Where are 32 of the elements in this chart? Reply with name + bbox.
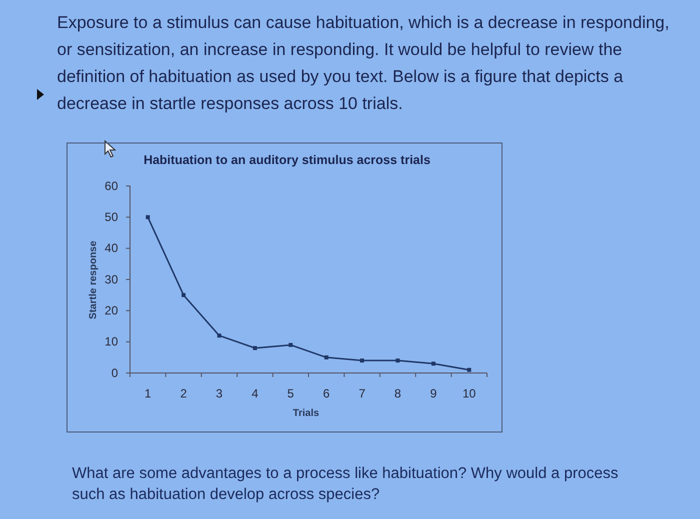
chart-title: Habituation to an auditory stimulus across trials bbox=[144, 153, 430, 167]
point bbox=[396, 358, 400, 363]
point bbox=[360, 358, 364, 363]
point bbox=[217, 334, 222, 338]
y-tick-label: 0 bbox=[111, 366, 118, 380]
x-tick-label: 2 bbox=[180, 386, 188, 401]
y-tick-label: 50 bbox=[104, 210, 118, 224]
text: What are some advantages to a process like habituation? Why would a process such as habituation develop across species? bbox=[72, 465, 618, 503]
point bbox=[467, 368, 472, 372]
y-tick-label: 30 bbox=[104, 272, 118, 286]
text: Exposure to a stimulus can cause habituation, which is a decrease in responding, or sensitization, an increase in responding. It would be helpful to review the definition of habituation as used by you text. Below is a figure that depicts a decrease in startle responses across 10 trials. bbox=[57, 13, 670, 113]
point bbox=[182, 293, 186, 298]
point bbox=[288, 342, 293, 347]
x-tick-label: 7 bbox=[358, 386, 366, 401]
y-tick-label: 10 bbox=[104, 334, 118, 349]
y-tick-label: 20 bbox=[104, 304, 118, 318]
point bbox=[324, 355, 328, 360]
x-tick-label: 6 bbox=[323, 386, 330, 401]
y-tick-label: 60 bbox=[104, 178, 118, 193]
x-tick-label: 5 bbox=[287, 386, 294, 401]
x-tick-label: 8 bbox=[394, 386, 402, 401]
x-tick-label: 4 bbox=[252, 386, 259, 401]
y-axis-title: Startle response bbox=[88, 240, 99, 320]
x-tick-label: 1 bbox=[144, 386, 152, 401]
point bbox=[252, 346, 257, 350]
y-tick-label: 40 bbox=[104, 241, 118, 256]
point bbox=[146, 215, 150, 220]
x-axis-title: Trials bbox=[292, 408, 320, 419]
point bbox=[431, 362, 436, 366]
x-tick-label: 9 bbox=[430, 386, 438, 401]
x-tick-label: 3 bbox=[216, 386, 223, 401]
x-tick-label: 10 bbox=[462, 386, 476, 401]
